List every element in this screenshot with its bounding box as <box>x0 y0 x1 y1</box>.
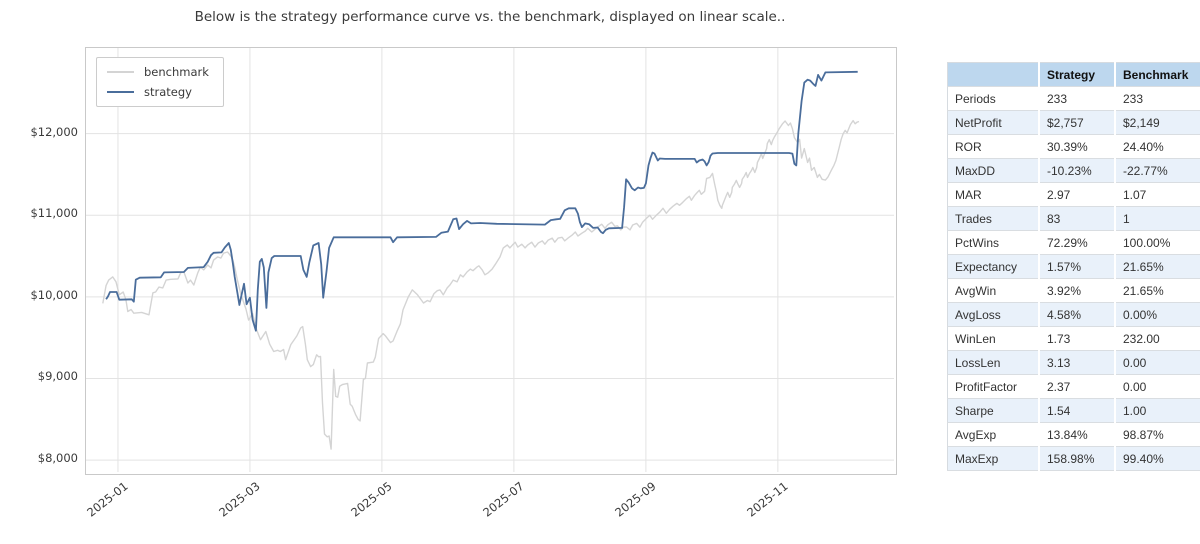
strategy-cell: 30.39% <box>1038 134 1115 159</box>
benchmark-cell: 98.87% <box>1114 422 1200 447</box>
chart-legend: benchmark strategy <box>96 57 224 107</box>
stats-table: Strategy Benchmark Periods 233 233 NetProfi… <box>947 62 1200 471</box>
legend-item-benchmark: benchmark <box>107 65 209 79</box>
y-tick-label: $11,000 <box>30 206 78 221</box>
benchmark-line-swatch <box>107 71 134 73</box>
chart-title: Below is the strategy performance curve … <box>194 9 786 25</box>
benchmark-cell: 0.00% <box>1114 302 1200 327</box>
y-tick-label: $12,000 <box>30 124 78 139</box>
table-row: ROR 30.39% 24.40% <box>947 134 1200 159</box>
benchmark-cell: 24.40% <box>1114 134 1200 159</box>
metric-cell: AvgExp <box>947 422 1039 447</box>
legend-item-strategy: strategy <box>107 85 209 99</box>
table-row: MAR 2.97 1.07 <box>947 182 1200 207</box>
benchmark-cell: 233 <box>1114 86 1200 111</box>
strategy-line <box>105 70 858 332</box>
strategy-cell: 1.54 <box>1038 398 1115 423</box>
table-row: MaxDD -10.23% -22.77% <box>947 158 1200 183</box>
benchmark-cell: 1.07 <box>1114 182 1200 207</box>
benchmark-cell: 0.00 <box>1114 350 1200 375</box>
metric-cell: LossLen <box>947 350 1039 375</box>
strategy-cell: 158.98% <box>1038 446 1115 471</box>
strategy-cell: 72.29% <box>1038 230 1115 255</box>
benchmark-column-header: Benchmark <box>1114 62 1200 87</box>
table-row: Periods 233 233 <box>947 86 1200 111</box>
plot-area <box>85 47 897 475</box>
metric-cell: ProfitFactor <box>947 374 1039 399</box>
benchmark-line <box>102 119 860 450</box>
x-tick-label: 2025-01 <box>84 479 131 520</box>
table-row: AvgLoss 4.58% 0.00% <box>947 302 1200 327</box>
legend-label-strategy: strategy <box>144 85 192 99</box>
x-tick-label: 2025-05 <box>348 479 395 520</box>
metric-cell: Periods <box>947 86 1039 111</box>
table-row: LossLen 3.13 0.00 <box>947 350 1200 375</box>
metric-cell: MaxDD <box>947 158 1039 183</box>
table-row: NetProfit $2,757 $2,149 <box>947 110 1200 135</box>
metric-cell: MAR <box>947 182 1039 207</box>
benchmark-cell: 232.00 <box>1114 326 1200 351</box>
strategy-cell: 4.58% <box>1038 302 1115 327</box>
table-row: PctWins 72.29% 100.00% <box>947 230 1200 255</box>
table-row: AvgWin 3.92% 21.65% <box>947 278 1200 303</box>
table-row: MaxExp 158.98% 99.40% <box>947 446 1200 471</box>
metric-cell: MaxExp <box>947 446 1039 471</box>
benchmark-cell: 99.40% <box>1114 446 1200 471</box>
strategy-cell: 233 <box>1038 86 1115 111</box>
table-row: Expectancy 1.57% 21.65% <box>947 254 1200 279</box>
benchmark-cell: 1.00 <box>1114 398 1200 423</box>
x-tick-label: 2025-07 <box>480 479 527 520</box>
table-row: WinLen 1.73 232.00 <box>947 326 1200 351</box>
strategy-cell: 3.13 <box>1038 350 1115 375</box>
strategy-column-header: Strategy <box>1038 62 1115 87</box>
strategy-cell: $2,757 <box>1038 110 1115 135</box>
metric-cell: ROR <box>947 134 1039 159</box>
strategy-cell: 3.92% <box>1038 278 1115 303</box>
strategy-cell: -10.23% <box>1038 158 1115 183</box>
metric-cell: NetProfit <box>947 110 1039 135</box>
table-row: Trades 83 1 <box>947 206 1200 231</box>
x-tick-label: 2025-11 <box>743 479 791 520</box>
strategy-cell: 2.37 <box>1038 374 1115 399</box>
metric-cell: Trades <box>947 206 1039 231</box>
metric-cell: AvgLoss <box>947 302 1039 327</box>
metric-cell: PctWins <box>947 230 1039 255</box>
table-row: AvgExp 13.84% 98.87% <box>947 422 1200 447</box>
y-tick-label: $10,000 <box>30 287 78 302</box>
strategy-cell: 1.57% <box>1038 254 1115 279</box>
benchmark-cell: 0.00 <box>1114 374 1200 399</box>
benchmark-cell: 21.65% <box>1114 278 1200 303</box>
table-row: ProfitFactor 2.37 0.00 <box>947 374 1200 399</box>
x-tick-label: 2025-03 <box>216 479 263 520</box>
strategy-cell: 1.73 <box>1038 326 1115 351</box>
benchmark-cell: 21.65% <box>1114 254 1200 279</box>
metric-cell: Sharpe <box>947 398 1039 423</box>
strategy-line-swatch <box>107 91 134 93</box>
strategy-cell: 83 <box>1038 206 1115 231</box>
x-tick-label: 2025-09 <box>612 479 659 520</box>
strategy-cell: 2.97 <box>1038 182 1115 207</box>
legend-label-benchmark: benchmark <box>144 65 209 79</box>
table-row: Sharpe 1.54 1.00 <box>947 398 1200 423</box>
metric-column-header <box>947 62 1039 87</box>
performance-chart <box>86 48 894 472</box>
benchmark-cell: -22.77% <box>1114 158 1200 183</box>
benchmark-cell: $2,149 <box>1114 110 1200 135</box>
benchmark-cell: 100.00% <box>1114 230 1200 255</box>
stats-table-header-row: Strategy Benchmark <box>947 62 1200 87</box>
y-tick-label: $8,000 <box>37 451 78 466</box>
metric-cell: Expectancy <box>947 254 1039 279</box>
benchmark-cell: 1 <box>1114 206 1200 231</box>
strategy-cell: 13.84% <box>1038 422 1115 447</box>
y-tick-label: $9,000 <box>37 369 78 384</box>
metric-cell: AvgWin <box>947 278 1039 303</box>
metric-cell: WinLen <box>947 326 1039 351</box>
